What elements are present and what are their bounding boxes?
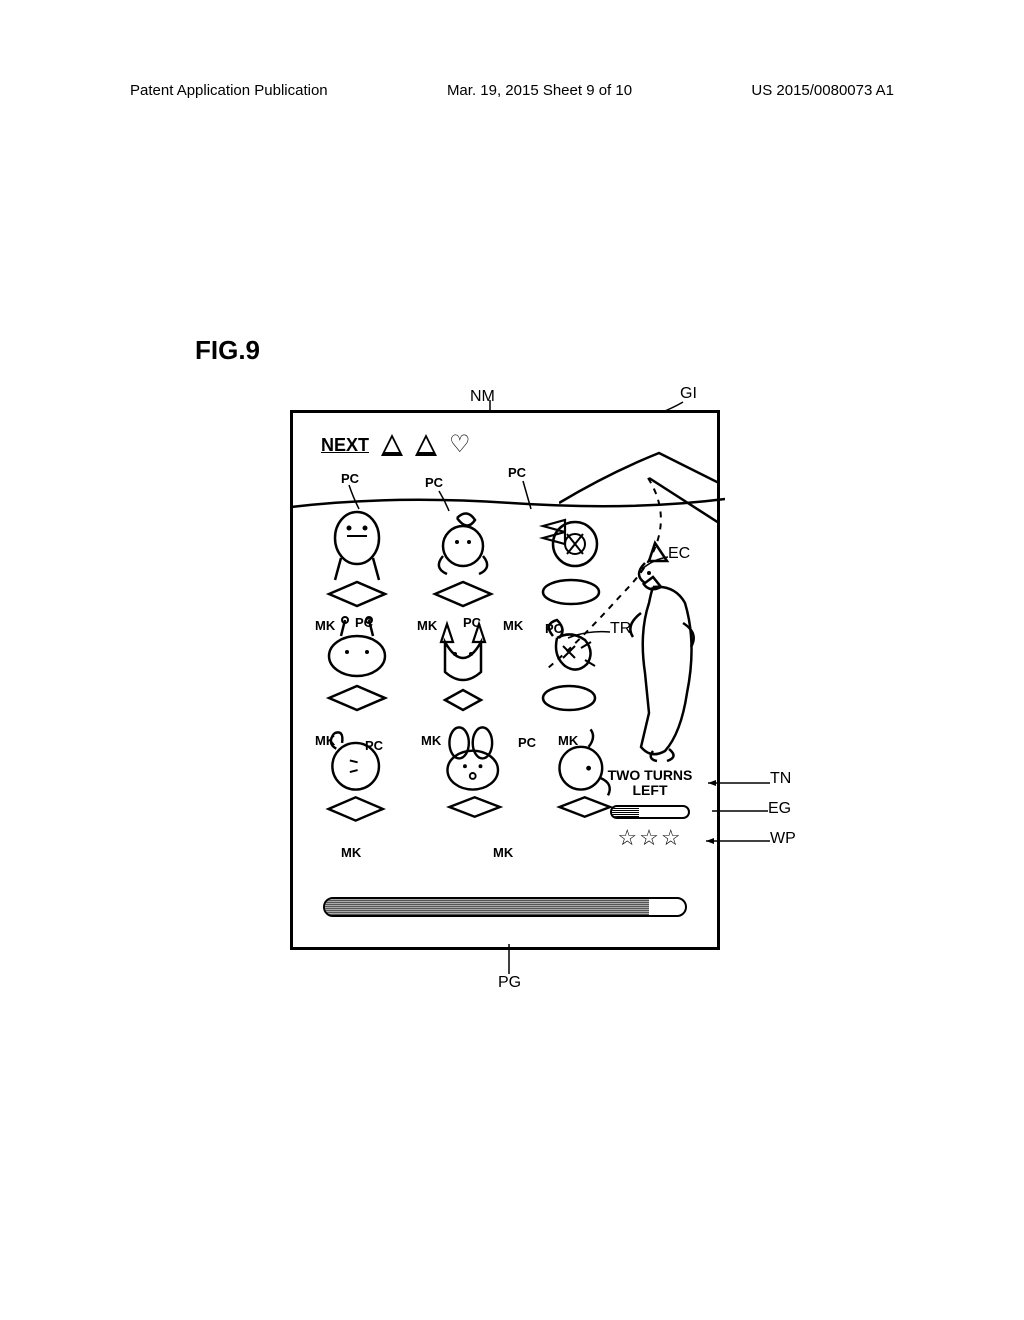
next-label: NEXT xyxy=(321,435,369,456)
leader-tr xyxy=(566,628,612,642)
player-char[interactable] xyxy=(430,724,519,824)
turns-left-text: TWO TURNS LEFT xyxy=(595,768,705,799)
player-char[interactable] xyxy=(311,508,403,608)
mk-label: MK xyxy=(315,733,335,748)
patent-header: Patent Application Publication Mar. 19, … xyxy=(0,82,1024,99)
header-right: US 2015/0080073 A1 xyxy=(751,82,894,99)
callout-pg: PG xyxy=(498,974,521,992)
leader-tn xyxy=(708,780,770,786)
leader-line xyxy=(435,489,453,513)
next-row: NEXT ♡ xyxy=(321,433,471,457)
status-block: TWO TURNS LEFT ☆☆☆ xyxy=(595,768,705,851)
mk-label: MK xyxy=(493,845,513,860)
game-screen: NEXT ♡ xyxy=(290,410,720,950)
enemy-gauge-fill xyxy=(612,807,639,817)
next-heart-icon: ♡ xyxy=(449,433,471,457)
pc-label: PC xyxy=(545,621,563,636)
header-left: Patent Application Publication xyxy=(130,82,328,99)
enemy-gauge xyxy=(610,805,690,819)
pc-label: PC xyxy=(508,465,526,480)
leader-ec xyxy=(640,555,670,571)
weak-point-stars: ☆☆☆ xyxy=(595,825,705,851)
callout-tn: TN xyxy=(770,770,791,788)
char-row-3 xyxy=(311,724,631,824)
pc-label: PC xyxy=(518,735,536,750)
leader-wp xyxy=(706,838,770,844)
mk-label: MK xyxy=(558,733,578,748)
player-char[interactable] xyxy=(417,508,509,608)
callout-wp: WP xyxy=(770,830,796,848)
player-char[interactable] xyxy=(523,508,615,608)
pc-label: PC xyxy=(365,738,383,753)
mk-label: MK xyxy=(315,618,335,633)
pc-label: PC xyxy=(355,615,373,630)
char-row-1 xyxy=(311,508,631,608)
mk-label: MK xyxy=(421,733,441,748)
player-gauge xyxy=(323,897,687,917)
pc-label: PC xyxy=(425,475,443,490)
callout-eg: EG xyxy=(768,800,791,818)
player-gauge-fill xyxy=(325,899,649,915)
mk-label: MK xyxy=(503,618,523,633)
header-center: Mar. 19, 2015 Sheet 9 of 10 xyxy=(447,82,632,99)
leader-pg xyxy=(506,944,512,974)
figure-label: FIG.9 xyxy=(195,335,260,366)
pc-label: PC xyxy=(463,615,481,630)
next-mark-icon xyxy=(415,434,437,456)
mk-label: MK xyxy=(341,845,361,860)
callout-tr: TR xyxy=(610,620,631,638)
leader-line xyxy=(345,483,363,511)
leader-line xyxy=(519,479,537,511)
leader-eg xyxy=(712,808,768,814)
mk-label: MK xyxy=(417,618,437,633)
char-grid xyxy=(311,508,631,832)
next-mark-icon xyxy=(381,434,403,456)
callout-ec: EC xyxy=(668,545,690,563)
